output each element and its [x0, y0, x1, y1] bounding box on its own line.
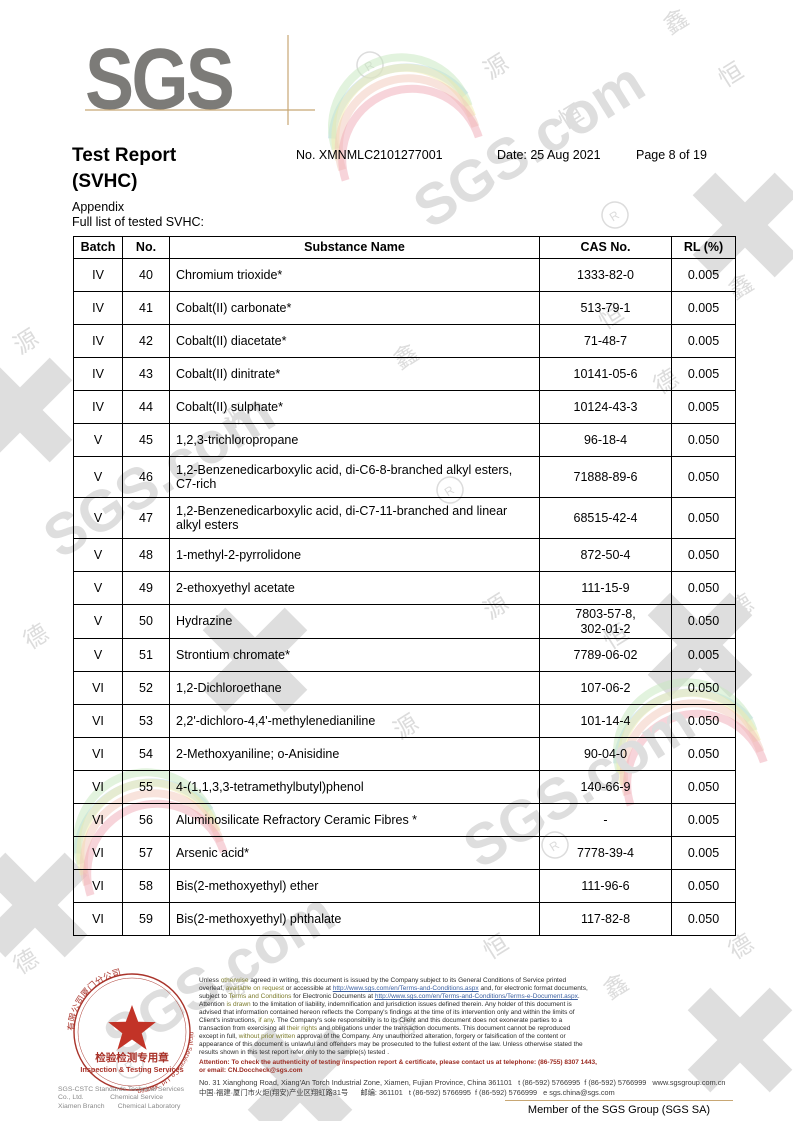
svg-text:通标标准技术服务有限公司厦门分公司: 通标标准技术服务有限公司厦门分公司 [58, 958, 122, 1031]
svg-text:检验检测专用章: 检验检测专用章 [95, 1051, 169, 1064]
svg-text:鑫: 鑫 [659, 4, 694, 40]
svg-text:德: 德 [19, 619, 54, 655]
svg-text:恒: 恒 [714, 57, 749, 93]
svg-text:源: 源 [479, 49, 514, 85]
svg-text:德: 德 [9, 944, 44, 980]
svg-text:SGS: SGS [85, 35, 233, 125]
svg-text:Inspection & Testing Services: Inspection & Testing Services [80, 1065, 183, 1074]
svg-text:源: 源 [9, 324, 44, 360]
